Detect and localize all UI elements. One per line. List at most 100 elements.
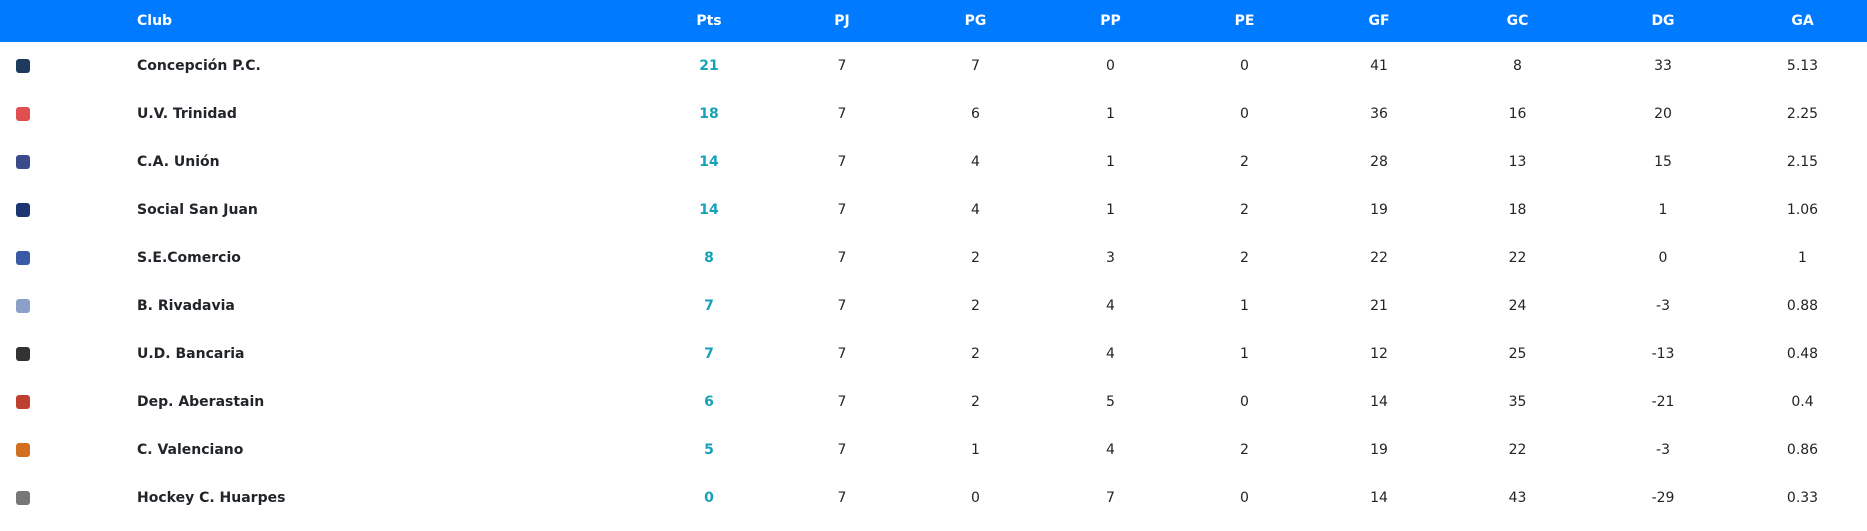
cell-dg: 15 [1654, 154, 1672, 170]
club-name[interactable]: C.A. Unión [137, 154, 220, 170]
cell-ga: 0.33 [1786, 490, 1819, 506]
cell-ga: 5.13 [1786, 58, 1819, 74]
cell-gc: 24 [1508, 298, 1527, 314]
cell-ga: 1 [1798, 250, 1807, 266]
cell-pe: 1 [1240, 298, 1249, 314]
cell-pts: 6 [704, 394, 714, 410]
header-dg: DG [1651, 13, 1675, 29]
club-name[interactable]: C. Valenciano [137, 442, 244, 458]
club-name[interactable]: Concepción P.C. [137, 58, 261, 74]
cell-dg: 20 [1654, 106, 1672, 122]
concepcion-logo-icon [16, 59, 30, 73]
club-logo-cell [0, 203, 125, 217]
header-pj: PJ [834, 13, 850, 29]
cell-dg: 33 [1654, 58, 1672, 74]
cell-ga: 0.48 [1786, 346, 1819, 362]
cell-dg: -13 [1651, 346, 1675, 362]
cell-pp: 1 [1106, 202, 1115, 218]
cell-dg: -21 [1651, 394, 1675, 410]
cell-pg: 0 [971, 490, 980, 506]
cell-pg: 1 [971, 442, 980, 458]
cell-dg: -3 [1656, 298, 1670, 314]
cell-pp: 0 [1106, 58, 1115, 74]
cell-gf: 28 [1370, 154, 1388, 170]
cell-pts: 14 [699, 202, 719, 218]
cell-pg: 7 [971, 58, 980, 74]
cell-pts: 21 [699, 58, 719, 74]
cell-pg: 2 [971, 250, 980, 266]
cell-ga: 1.06 [1786, 202, 1819, 218]
cell-pp: 4 [1106, 346, 1115, 362]
cell-pp: 5 [1106, 394, 1115, 410]
cell-pts: 14 [699, 154, 719, 170]
header-gc: GC [1506, 13, 1529, 29]
cell-dg: 1 [1658, 202, 1668, 218]
cell-gc: 18 [1508, 202, 1527, 218]
cell-gc: 22 [1508, 442, 1527, 458]
cell-pts: 18 [699, 106, 719, 122]
cell-ga: 2.25 [1786, 106, 1819, 122]
cell-gf: 41 [1370, 58, 1388, 74]
table-row: S.E.Comercio 8 7 2 3 2 22 22 0 1 [0, 234, 1867, 282]
club-name[interactable]: Social San Juan [137, 202, 258, 218]
cell-pp: 4 [1106, 442, 1115, 458]
rivadavia-logo-icon [16, 299, 30, 313]
table-row: Hockey C. Huarpes 0 7 0 7 0 14 43 -29 0.33 [0, 474, 1867, 522]
valenciano-logo-icon [16, 443, 30, 457]
cell-pj: 7 [837, 106, 847, 122]
header-ga: GA [1791, 13, 1814, 29]
cell-pg: 2 [971, 346, 980, 362]
club-name[interactable]: Dep. Aberastain [137, 394, 265, 410]
cell-pts: 0 [704, 490, 714, 506]
cell-gc: 16 [1508, 106, 1527, 122]
cell-pg: 4 [971, 202, 980, 218]
cell-pts: 5 [704, 442, 714, 458]
cell-pe: 0 [1240, 394, 1249, 410]
cell-ga: 0.86 [1786, 442, 1819, 458]
cell-pe: 0 [1240, 490, 1249, 506]
table-row: Concepción P.C. 21 7 7 0 0 41 8 33 5.13 [0, 42, 1867, 90]
cell-pts: 7 [704, 298, 714, 314]
union-logo-icon [16, 155, 30, 169]
cell-gc: 13 [1508, 154, 1527, 170]
cell-pp: 4 [1106, 298, 1115, 314]
club-logo-cell [0, 347, 125, 361]
table-row: U.D. Bancaria 7 7 2 4 1 12 25 -13 0.48 [0, 330, 1867, 378]
club-name[interactable]: U.D. Bancaria [137, 346, 245, 362]
cell-pp: 1 [1106, 106, 1115, 122]
cell-pj: 7 [837, 394, 847, 410]
table-header: Club Pts PJ PG PP PE GF GC DG GA [0, 0, 1867, 42]
cell-gf: 21 [1370, 298, 1388, 314]
club-name[interactable]: B. Rivadavia [137, 298, 235, 314]
cell-pe: 2 [1240, 250, 1249, 266]
cell-pg: 6 [971, 106, 980, 122]
cell-pj: 7 [837, 202, 847, 218]
cell-pj: 7 [837, 250, 847, 266]
cell-pg: 2 [971, 394, 980, 410]
header-club: Club [137, 13, 173, 29]
club-name[interactable]: S.E.Comercio [137, 250, 241, 266]
cell-dg: 0 [1658, 250, 1668, 266]
cell-gf: 12 [1370, 346, 1388, 362]
cell-pj: 7 [837, 58, 847, 74]
cell-ga: 0.88 [1786, 298, 1819, 314]
club-logo-cell [0, 251, 125, 265]
header-gf: GF [1368, 13, 1390, 29]
club-name[interactable]: Hockey C. Huarpes [137, 490, 286, 506]
cell-pe: 0 [1240, 58, 1249, 74]
club-logo-cell [0, 491, 125, 505]
cell-dg: -29 [1651, 490, 1675, 506]
cell-pp: 3 [1106, 250, 1115, 266]
cell-pp: 1 [1106, 154, 1115, 170]
aberastain-logo-icon [16, 395, 30, 409]
cell-pe: 2 [1240, 442, 1249, 458]
cell-pe: 0 [1240, 106, 1249, 122]
cell-pj: 7 [837, 490, 847, 506]
table-row: Dep. Aberastain 6 7 2 5 0 14 35 -21 0.4 [0, 378, 1867, 426]
cell-pe: 2 [1240, 202, 1249, 218]
club-name[interactable]: U.V. Trinidad [137, 106, 237, 122]
header-pts: Pts [696, 13, 722, 29]
cell-ga: 2.15 [1786, 154, 1819, 170]
cell-gc: 43 [1508, 490, 1527, 506]
